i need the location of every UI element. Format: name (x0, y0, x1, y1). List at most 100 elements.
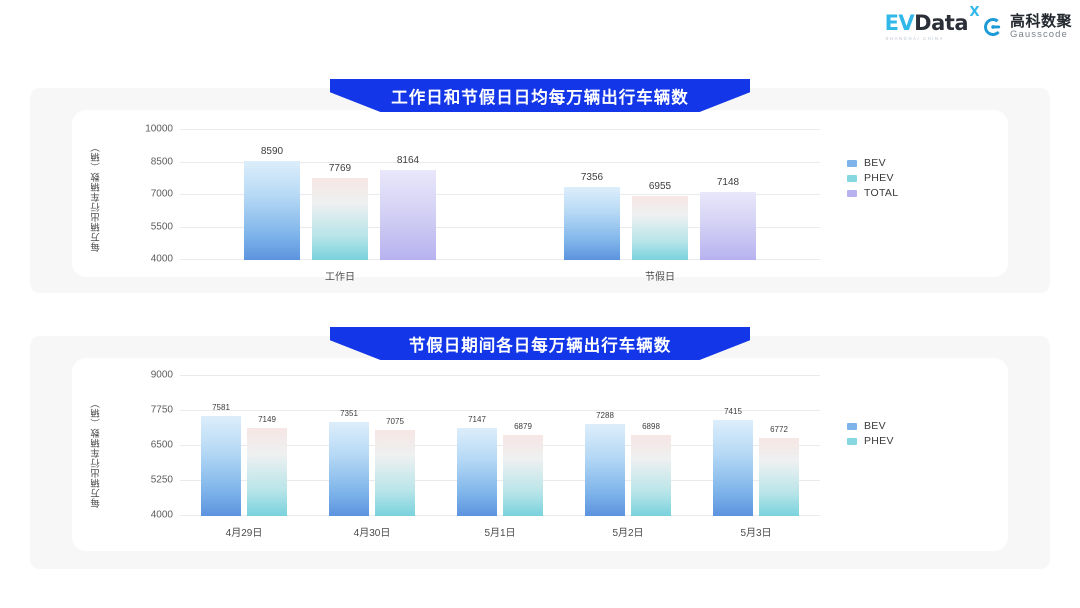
chart-1-y-tick-label: 5500 (150, 221, 173, 232)
chart-2-group: 7288 6898 5月2日 (564, 376, 692, 539)
chart-1-bar-phev-0[interactable]: 7769 (312, 163, 368, 260)
chart-2-bar-value-label: 6898 (642, 421, 660, 431)
legend-swatch-icon (847, 159, 857, 167)
legend-swatch-icon (847, 437, 857, 445)
chart-2-card: 每万辆出行车辆数（辆） 4000 5250 6500 7750 9000 7581 7149 4… (72, 358, 1008, 551)
gausscode-text: 高科数聚 Gausscode (1010, 14, 1072, 40)
chart-1-bar-value-label: 7356 (580, 172, 604, 184)
chart-2-bar-bev-1[interactable]: 7351 (329, 409, 369, 516)
chart-1-gridline: 10000 (145, 124, 820, 135)
chart-1-legend-item-phev[interactable]: PHEV (847, 172, 898, 184)
chart-2-bar-phev-0[interactable]: 7149 (247, 415, 287, 516)
chart-2-legend-item-phev[interactable]: PHEV (847, 435, 894, 447)
chart-2-group: 7581 7149 4月29日 (180, 376, 308, 539)
chart-2-bar-value-label: 7075 (386, 416, 404, 426)
chart-2-y-tick-label: 9000 (150, 369, 173, 381)
chart-1-title-banner: 工作日和节假日日均每万辆出行车辆数 (330, 79, 750, 112)
chart-2-gridline: 5250 (151, 475, 820, 486)
chart-1-plot-area: 4000 5500 7000 8500 10000 8590 7769 8164 工作日 7356… (145, 124, 820, 283)
chart-1-bar-total-1[interactable]: 7148 (700, 177, 756, 260)
chart-1-panel: 每万辆出行车辆数（辆） 4000 5500 7000 8500 10000 8590 7769… (30, 88, 1050, 293)
chart-2-legend-item-bev[interactable]: BEV (847, 420, 894, 432)
logo-group: EVData X SHANGHAI CHINA 高科数聚 Gausscode (884, 6, 1072, 41)
chart-2-y-tick-label: 6500 (150, 439, 173, 451)
chart-2-legend-label: PHEV (864, 435, 894, 447)
chart-2-group: 7415 6772 5月3日 (692, 376, 820, 539)
chart-2-panel: 每万辆出行车辆数（辆） 4000 5250 6500 7750 9000 7581 7149 4… (30, 336, 1050, 569)
chart-1-bar-bev-0[interactable]: 8590 (244, 146, 300, 260)
chart-1-y-tick-label: 4000 (150, 253, 173, 265)
chart-1: 每万辆出行车辆数（辆） 4000 5500 7000 8500 10000 8590 7769… (72, 110, 1008, 284)
evdata-superscript-icon: X (969, 5, 979, 20)
chart-1-bar-total-0[interactable]: 8164 (380, 155, 436, 260)
chart-2-bar-value-label: 7581 (212, 402, 230, 412)
chart-2-group: 7351 7075 4月30日 (308, 376, 436, 539)
chart-1-bar-value-label: 8164 (396, 154, 420, 166)
chart-1-gridline: 8500 (151, 156, 820, 167)
chart-1-bar-bev-1[interactable]: 7356 (564, 172, 620, 260)
chart-2-bar-value-label: 7288 (596, 410, 614, 420)
chart-2-bar-value-label: 7351 (340, 409, 358, 419)
chart-1-legend-label: PHEV (864, 172, 894, 184)
chart-2-gridline: 6500 (151, 440, 820, 451)
chart-2-legend-label: BEV (864, 420, 886, 432)
chart-2-bar-bev-0[interactable]: 7581 (201, 403, 241, 516)
chart-2-bar-value-label: 7147 (468, 414, 486, 424)
chart-2-x-axis-label: 4月30日 (353, 528, 391, 539)
chart-2-group: 7147 6879 5月1日 (436, 376, 564, 539)
evdata-wordmark: EVData X (884, 6, 980, 35)
chart-2-plot-area: 4000 5250 6500 7750 9000 7581 7149 4月29日 7351 707… (151, 370, 820, 539)
chart-1-y-axis-title: 每万辆出行车辆数（辆） (91, 142, 102, 252)
gausscode-name-en: Gausscode (1009, 28, 1068, 40)
chart-1-bar-value-label: 6955 (648, 180, 672, 192)
chart-1-legend-item-bev[interactable]: BEV (847, 157, 898, 169)
evdata-logo: EVData X SHANGHAI CHINA (884, 6, 980, 41)
chart-2-bar-value-label: 6772 (770, 425, 788, 435)
chart-2-bar-phev-4[interactable]: 6772 (759, 425, 799, 516)
chart-2-bar-phev-1[interactable]: 7075 (375, 417, 415, 516)
legend-swatch-icon (847, 422, 857, 430)
chart-1-group: 8590 7769 8164 工作日 (180, 130, 500, 283)
chart-2-y-axis-title: 每万辆出行车辆数（辆） (91, 398, 102, 508)
chart-2-x-axis-label: 5月2日 (612, 528, 644, 539)
chart-2-x-axis-label: 5月3日 (740, 528, 772, 539)
chart-1-bar-phev-1[interactable]: 6955 (632, 181, 688, 260)
evdata-prefix: EV (884, 11, 915, 35)
chart-1-bar-value-label: 7769 (328, 163, 352, 175)
chart-2-x-axis-label: 5月1日 (484, 528, 516, 539)
chart-2-bar-value-label: 6879 (514, 422, 532, 432)
chart-1-card: 每万辆出行车辆数（辆） 4000 5500 7000 8500 10000 8590 7769… (72, 110, 1008, 284)
gausscode-mark-icon (984, 18, 1001, 37)
chart-2-bar-phev-3[interactable]: 6898 (631, 422, 671, 516)
chart-2-gridline: 7750 (151, 405, 820, 416)
chart-1-group: 7356 6955 7148 节假日 (500, 130, 820, 283)
gausscode-name-cn: 高科数聚 (1009, 13, 1072, 31)
chart-2: 每万辆出行车辆数（辆） 4000 5250 6500 7750 9000 7581 7149 4… (72, 358, 1008, 551)
chart-2-bar-bev-2[interactable]: 7147 (457, 415, 497, 516)
chart-1-legend-label: BEV (864, 157, 886, 169)
chart-2-title-banner: 节假日期间各日每万辆出行车辆数 (330, 327, 750, 360)
chart-1-y-tick-label: 7000 (150, 188, 173, 200)
chart-1-bar-value-label: 8590 (260, 145, 284, 157)
chart-1-y-tick-label: 8500 (150, 156, 173, 167)
chart-2-bar-value-label: 7415 (724, 407, 742, 417)
chart-2-gridline: 4000 (151, 510, 820, 521)
chart-1-x-axis-label: 工作日 (325, 272, 355, 283)
chart-1-gridline: 4000 (151, 254, 820, 265)
chart-1-legend-item-total[interactable]: TOTAL (847, 187, 898, 199)
legend-swatch-icon (847, 189, 857, 197)
chart-1-x-axis-label: 节假日 (645, 272, 675, 283)
chart-2-bar-bev-4[interactable]: 7415 (713, 407, 753, 516)
chart-2-legend: BEV PHEV (847, 420, 894, 447)
chart-2-y-tick-label: 7750 (150, 404, 173, 416)
chart-1-y-tick-label: 10000 (145, 123, 173, 135)
chart-2-bar-phev-2[interactable]: 6879 (503, 422, 543, 516)
chart-2-y-tick-label: 5250 (150, 474, 173, 486)
page-header: EVData X SHANGHAI CHINA 高科数聚 Gausscode (0, 0, 1080, 62)
chart-1-gridline: 7000 (151, 189, 820, 200)
chart-2-gridline: 9000 (151, 370, 820, 381)
chart-2-bar-bev-3[interactable]: 7288 (585, 411, 625, 516)
chart-1-bar-value-label: 7148 (716, 176, 740, 188)
gausscode-logo: 高科数聚 Gausscode (982, 14, 1072, 40)
evdata-suffix: Data (914, 11, 968, 35)
